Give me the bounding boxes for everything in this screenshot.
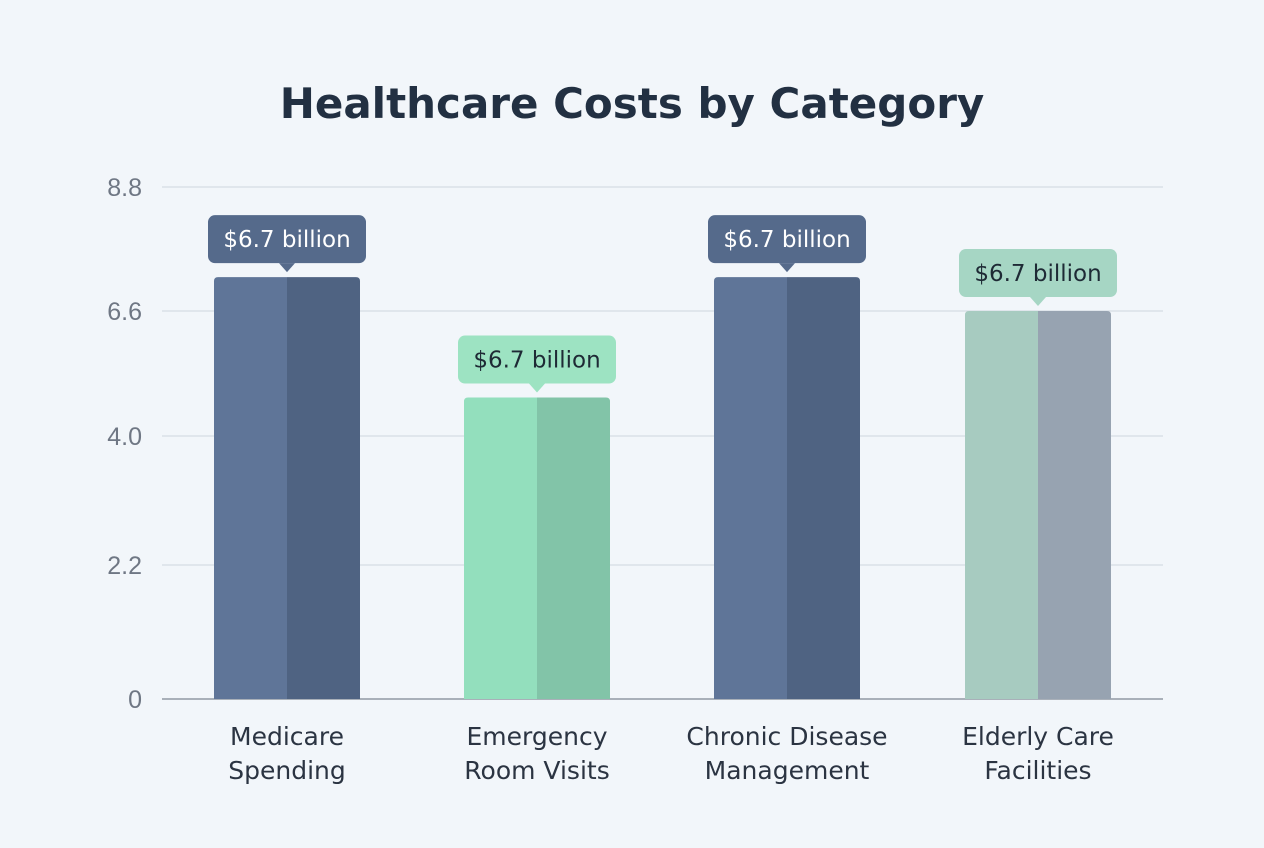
data-label-box [959,249,1117,297]
data-label: $6.7 billion [208,215,366,273]
y-axis-ticks: 0 2.2 4.0 6.6 8.8 [107,174,142,714]
data-label: $6.7 billion [959,249,1117,306]
y-tick-label: 0 [128,686,142,714]
bar-left-face [714,277,787,699]
data-label-box [458,335,616,384]
data-label-box [708,215,866,264]
data-label-text: $6.7 billion [473,348,600,374]
bar [965,311,1111,699]
data-label-pointer [529,383,545,393]
x-category-label: Chronic Disease Management [686,722,887,785]
data-labels: $6.7 billion $6.7 billion $6.7 billion $6.7… [208,215,1117,393]
x-category-label: Elderly Care Facilities [962,722,1114,785]
bar-right-face [787,277,860,699]
y-tick-label: 2.2 [107,552,142,580]
bar-left-face [214,277,287,699]
bar-right-face [537,397,610,699]
bar-right-face [287,277,360,699]
x-category-label: Emergency Room Visits [464,722,609,785]
bar [464,397,610,699]
bar-right-face [1038,311,1111,699]
data-label: $6.7 billion [708,215,866,273]
data-label-text: $6.7 billion [723,227,850,253]
x-axis-categories: Medicare Spending Emergency Room Visits Chro… [228,722,1114,785]
data-label-pointer [779,263,795,273]
y-tick-label: 4.0 [107,423,142,451]
y-tick-label: 8.8 [107,174,142,202]
chart-title: Healthcare Costs by Category [280,79,985,128]
data-label-pointer [1030,297,1046,306]
bar [214,277,360,699]
bar-left-face [464,397,537,699]
bars [214,277,1111,699]
bar [714,277,860,699]
data-label-text: $6.7 billion [223,227,350,253]
bar-left-face [965,311,1038,699]
data-label-text: $6.7 billion [974,261,1101,287]
data-label-pointer [279,263,295,273]
x-category-label: Medicare Spending [228,722,346,785]
data-label: $6.7 billion [458,335,616,393]
data-label-box [208,215,366,264]
y-tick-label: 6.6 [107,298,142,326]
